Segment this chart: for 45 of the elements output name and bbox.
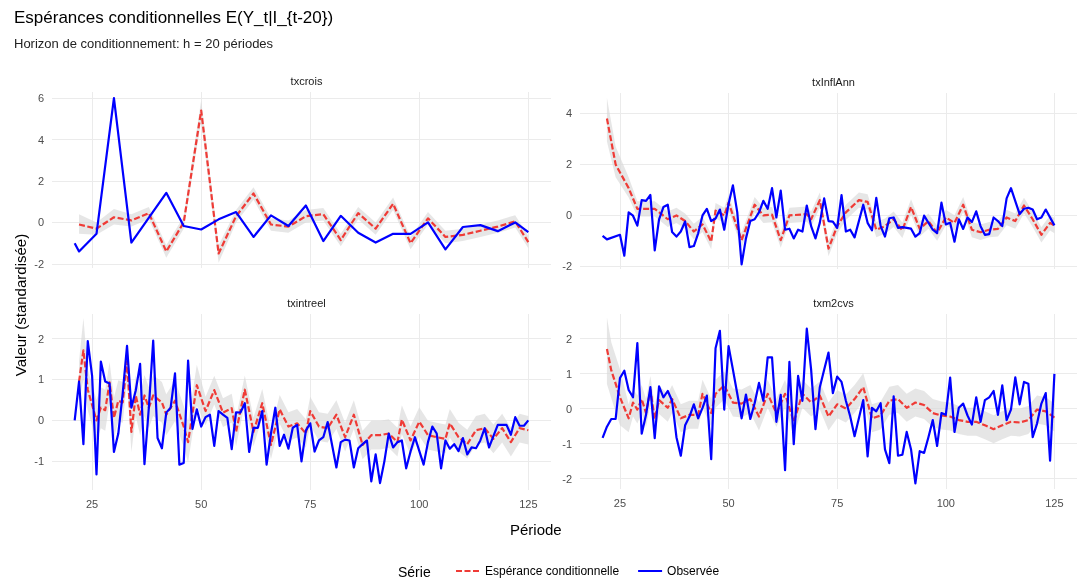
chart-title: txInflAnn — [812, 75, 855, 88]
y-tick-label: 2 — [565, 158, 572, 171]
line-series — [73, 339, 530, 485]
y-tick-label: -2 — [562, 260, 572, 273]
line-series — [601, 327, 1056, 485]
x-tick-label: 100 — [410, 497, 429, 510]
y-tick-label: 0 — [37, 414, 44, 427]
y-tick-label: -1 — [562, 437, 572, 450]
line-series — [601, 184, 1056, 266]
chart-title: txcrois — [290, 74, 323, 87]
y-tick-label: 4 — [37, 133, 44, 146]
y-tick-label: -1 — [34, 455, 44, 468]
x-tick-label: 50 — [195, 497, 208, 510]
x-tick-label: 125 — [1045, 496, 1064, 509]
y-tick-label: 6 — [37, 92, 44, 105]
y-tick-label: 0 — [565, 209, 572, 222]
y-tick-label: 2 — [37, 332, 44, 345]
text: Espérances conditionnelles E(Y_t|I_{t-20}) — [14, 8, 334, 28]
legend-title: Série — [398, 564, 431, 580]
x-tick-label: 100 — [936, 496, 955, 509]
line-series — [605, 117, 1056, 250]
x-tick-label: 75 — [304, 497, 317, 510]
y-tick-label: 2 — [37, 175, 44, 188]
y-tick-label: 0 — [565, 402, 572, 415]
line-series — [605, 347, 1056, 431]
text: Horizon de conditionnement: h = 20 périodes — [14, 36, 274, 51]
x-axis-title: Période — [510, 521, 562, 538]
y-tick-label: 1 — [37, 373, 44, 386]
y-tick-label: 1 — [565, 367, 572, 380]
x-tick-label: 75 — [831, 496, 844, 509]
y-tick-label: 0 — [37, 216, 44, 229]
legend-label: Espérance conditionnelle — [485, 564, 620, 578]
line-series — [77, 349, 530, 447]
x-tick-label: 125 — [519, 497, 538, 510]
y-axis-title: Valeur (standardisée) — [11, 233, 29, 377]
y-tick-label: -2 — [34, 257, 44, 270]
y-tick-label: 4 — [565, 107, 572, 120]
x-tick-label: 25 — [86, 497, 99, 510]
legend-label: Observée — [667, 564, 720, 578]
chart-title: txm2cvs — [813, 296, 855, 309]
x-tick-label: 25 — [613, 496, 627, 509]
chart-title: txintreel — [287, 296, 326, 309]
x-tick-label: 50 — [722, 496, 735, 509]
y-tick-label: -2 — [562, 472, 572, 485]
y-tick-label: 2 — [565, 332, 572, 345]
